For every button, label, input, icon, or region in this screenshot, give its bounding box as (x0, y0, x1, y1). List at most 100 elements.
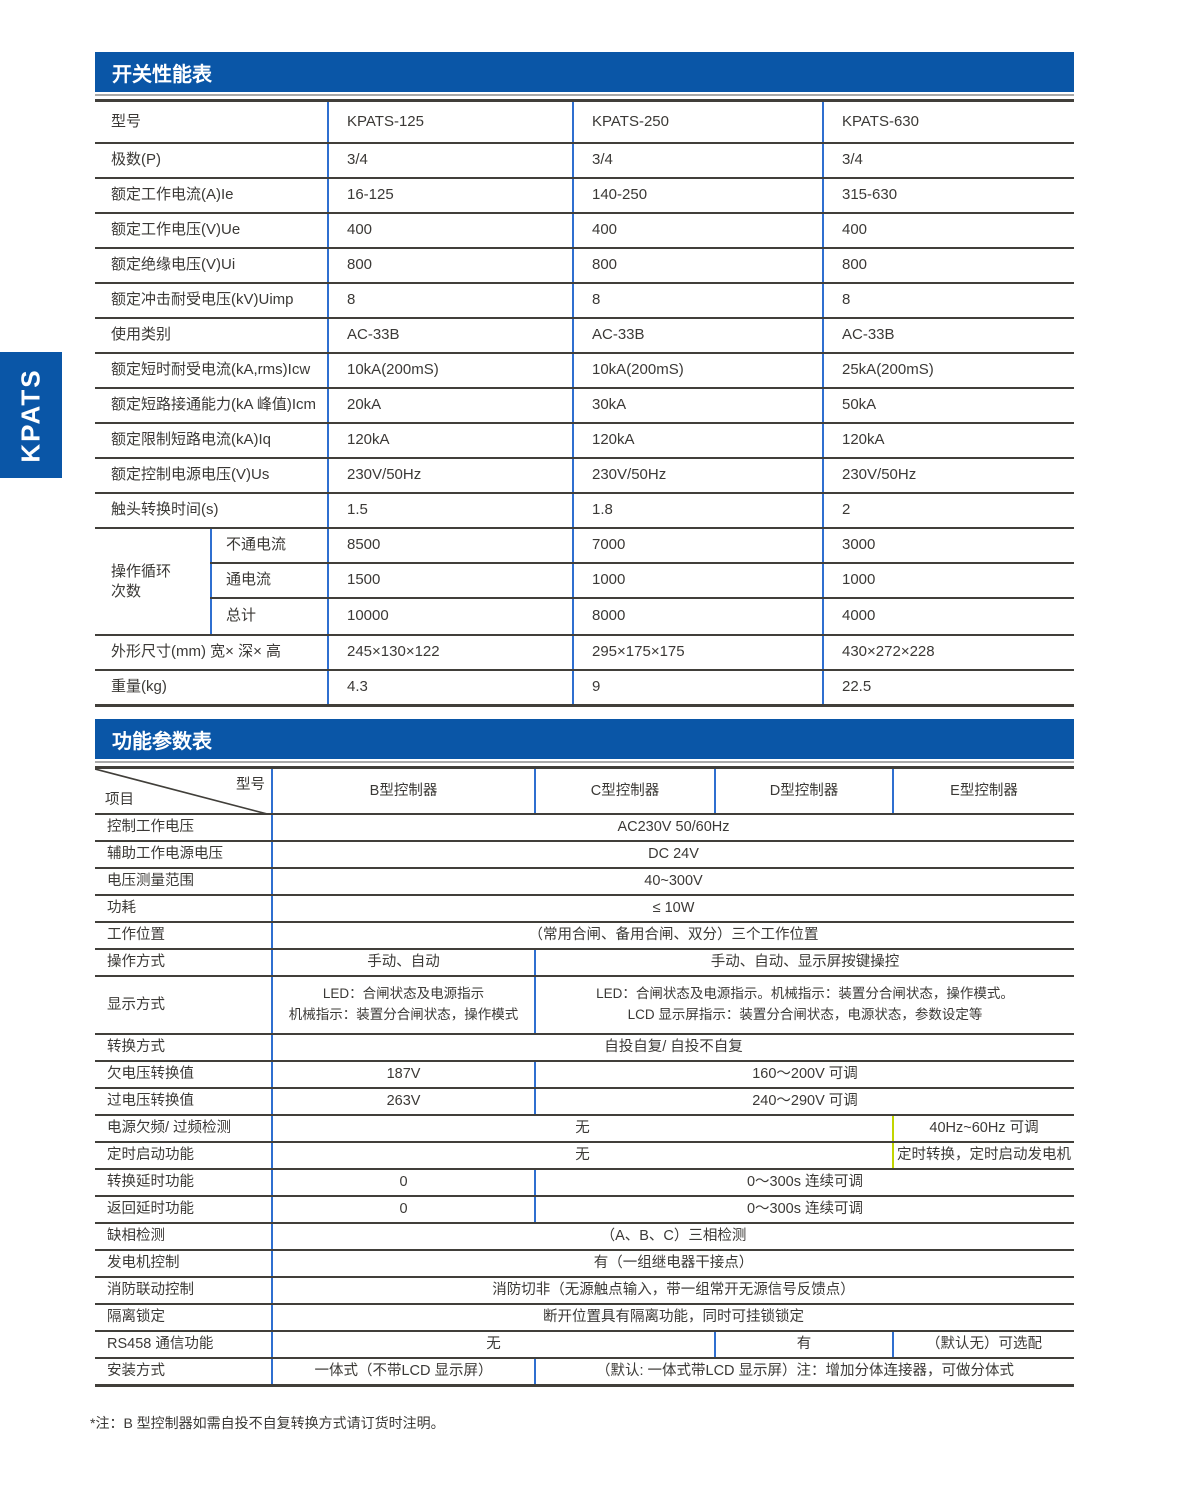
divider-line (95, 761, 1074, 763)
cell-value: 8 (327, 284, 572, 317)
cell-value: 8 (572, 284, 822, 317)
column-header: B型控制器 (271, 769, 534, 813)
row-label: 转换延时功能 (107, 1174, 194, 1191)
row-label: 发电机控制 (107, 1255, 180, 1272)
cell-value: 有 (714, 1332, 892, 1357)
table-row: 控制工作电压 AC230V 50/60Hz (95, 815, 1074, 842)
cell-value: AC230V 50/60Hz (271, 815, 1074, 840)
table-row: 不通电流 8500 7000 3000 (210, 529, 1074, 564)
table-row: 电压测量范围 40~300V (95, 869, 1074, 896)
cell-value: 230V/50Hz (327, 459, 572, 492)
group-label-line: 次数 (111, 582, 142, 600)
table-row: 触头转换时间(s) 1.5 1.8 2 (95, 494, 1074, 529)
cell-value: 无 (271, 1332, 714, 1357)
cell-value: 1.5 (327, 494, 572, 527)
cell-value: 120kA (822, 424, 1074, 457)
row-label: 返回延时功能 (107, 1201, 194, 1218)
cell-value: 230V/50Hz (572, 459, 822, 492)
table-row: 过电压转换值 263V 240～290V 可调 (95, 1089, 1074, 1116)
header-model-label: 型号 (236, 777, 265, 793)
row-label: 功耗 (107, 900, 136, 917)
row-label: 显示方式 (107, 996, 165, 1013)
row-label: 重量(kg) (111, 678, 167, 696)
footnote: *注：B 型控制器如需自投不自复转换方式请订货时注明。 (90, 1415, 445, 1431)
row-label: 额定工作电流(A)Ie (111, 186, 234, 204)
cell-value: 140-250 (572, 179, 822, 212)
cell-value: 9 (572, 671, 822, 704)
table-row: 返回延时功能 0 0～300s 连续可调 (95, 1197, 1074, 1224)
cell-value: 一体式（不带LCD 显示屏） (271, 1359, 534, 1384)
cell-value: AC-33B (572, 319, 822, 352)
cell-value: 50kA (822, 389, 1074, 422)
table-row: 欠电压转换值 187V 160～200V 可调 (95, 1062, 1074, 1089)
row-label: 额定绝缘电压(V)Ui (111, 256, 236, 274)
cell-value: 430×272×228 (822, 636, 1074, 669)
row-label: 缺相检测 (107, 1228, 165, 1245)
cell-value: 40~300V (271, 869, 1074, 894)
cell-value: 240～290V 可调 (534, 1089, 1074, 1114)
cell-value: 120kA (327, 424, 572, 457)
cell-value: 1500 (327, 564, 572, 597)
table-row: 额定冲击耐受电压(kV)Uimp 8 8 8 (95, 284, 1074, 319)
diagonal-header-cell: 型号 项目 (95, 769, 271, 815)
row-label: 外形尺寸(mm) 宽× 深× 高 (111, 643, 282, 661)
table-row: 缺相检测 （A、B、C）三相检测 (95, 1224, 1074, 1251)
cell-value: 0 (271, 1170, 534, 1195)
kpats-side-tab-label: KPATS (15, 367, 46, 463)
cell-value: 30kA (572, 389, 822, 422)
table-row: 转换延时功能 0 0～300s 连续可调 (95, 1170, 1074, 1197)
table-row: 额定短时耐受电流(kA,rms)Icw 10kA(200mS) 10kA(200mS… (95, 354, 1074, 389)
table-row: 工作位置 （常用合闸、备用合闸、双分）三个工作位置 (95, 923, 1074, 950)
cell-value: LED：合闸状态及电源指示。机械指示：装置分合闸状态，操作模式。 LCD 显示屏指… (534, 977, 1074, 1033)
cell-value: 3/4 (572, 144, 822, 177)
kpats-side-tab: KPATS (0, 352, 62, 478)
table-row: 定时启动功能 无定时转换，定时启动发电机 (95, 1143, 1074, 1170)
row-label: 触头转换时间(s) (111, 501, 219, 519)
cell-value: 有（一组继电器干接点） (271, 1251, 1074, 1276)
table-row: 使用类别 AC-33B AC-33B AC-33B (95, 319, 1074, 354)
table-row: 额定工作电压(V)Ue 400 400 400 (95, 214, 1074, 249)
divider-line (95, 94, 1074, 96)
row-label: 定时启动功能 (107, 1147, 194, 1164)
row-label: 电压测量范围 (107, 873, 194, 890)
table-row: RS458 通信功能 无有（默认无）可选配 (95, 1332, 1074, 1359)
cell-value: 10kA(200mS) (327, 354, 572, 387)
row-label: 额定工作电压(V)Ue (111, 221, 241, 239)
column-header: D型控制器 (714, 769, 892, 813)
row-label: 操作方式 (107, 954, 165, 971)
cell-value: KPATS-630 (822, 102, 1074, 142)
cell-value: （默认: 一体式带LCD 显示屏）注：增加分体连接器，可做分体式 (534, 1359, 1074, 1384)
table-row: 额定限制短路电流(kA)Iq 120kA 120kA 120kA (95, 424, 1074, 459)
row-label: 使用类别 (111, 326, 172, 344)
performance-table: 型号 KPATS-125 KPATS-250 KPATS-630 极数(P) 3/4 3/4… (95, 99, 1074, 707)
column-header: C型控制器 (534, 769, 714, 813)
subrow-label: 不通电流 (210, 529, 327, 562)
row-label: 极数(P) (111, 151, 161, 169)
table-row: 通电流 1500 1000 1000 (210, 564, 1074, 599)
column-header: E型控制器 (892, 769, 1074, 813)
table-row: 电源欠频/ 过频检测 无 40Hz~60Hz 可调 (95, 1116, 1074, 1143)
cell-value: 1000 (822, 564, 1074, 597)
cell-value: 40Hz~60Hz 可调 (892, 1116, 1074, 1141)
cell-value: 1.8 (572, 494, 822, 527)
table-row: 发电机控制 有（一组继电器干接点） (95, 1251, 1074, 1278)
cell-value: 295×175×175 (572, 636, 822, 669)
cell-value: LED：合闸状态及电源指示 机械指示：装置分合闸状态，操作模式 (271, 977, 534, 1033)
table-row: 转换方式 自投自复/ 自投不自复 (95, 1035, 1074, 1062)
table-row: 功耗 ≤ 10W (95, 896, 1074, 923)
cell-value: （常用合闸、备用合闸、双分）三个工作位置 (271, 923, 1074, 948)
table-row: 隔离锁定 断开位置具有隔离功能，同时可挂锁锁定 (95, 1305, 1074, 1332)
cell-value: 10kA(200mS) (572, 354, 822, 387)
cell-value: 无 (271, 1143, 892, 1168)
cell-value: KPATS-125 (327, 102, 572, 142)
table-row: 操作方式 手动、自动 手动、自动、显示屏按键操控 (95, 950, 1074, 977)
cell-value: 400 (572, 214, 822, 247)
cell-value: 22.5 (822, 671, 1074, 704)
table-row: 显示方式 LED：合闸状态及电源指示 机械指示：装置分合闸状态，操作模式 LED：合闸… (95, 977, 1074, 1035)
function-title-bar: 功能参数表 (95, 719, 1074, 759)
cell-line: LED：合闸状态及电源指示。机械指示：装置分合闸状态，操作模式。 (596, 986, 1014, 1002)
cell-value: ≤ 10W (271, 896, 1074, 921)
cell-value: 3/4 (822, 144, 1074, 177)
function-section: 功能参数表 型号 项目 B型控制器 C型控制器 D型控制器 E型控制器控制工作电压 AC23… (95, 719, 1074, 1387)
row-label: 控制工作电压 (107, 819, 194, 836)
